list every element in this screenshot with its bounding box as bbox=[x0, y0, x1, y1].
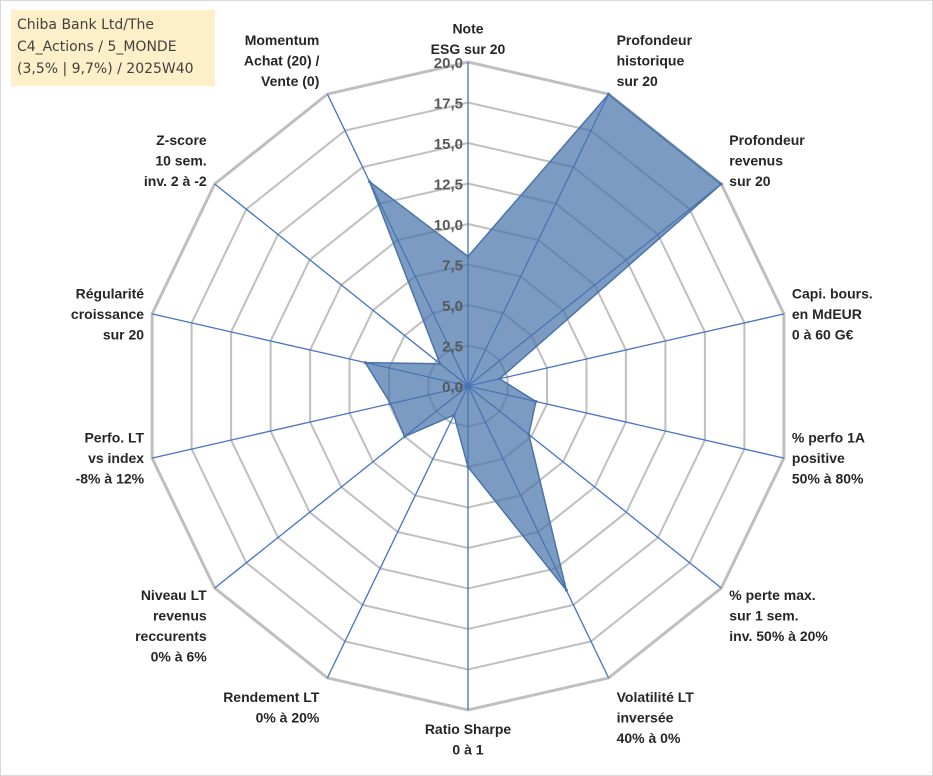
series-point-9 bbox=[403, 435, 407, 438]
axis-label-2-line-2: sur 20 bbox=[729, 173, 770, 189]
series-point-1 bbox=[607, 92, 611, 96]
axis-label-3: Capi. bours. en MdEUR 0 à 60 G€ bbox=[792, 285, 873, 342]
title-box: Chiba Bank Ltd/The C4_Actions / 5_MONDE … bbox=[11, 10, 215, 86]
series-point-7 bbox=[466, 465, 470, 469]
axis-label-5-line-2: inv. 50% à 20% bbox=[729, 628, 828, 644]
axis-label-10-line-1: vs index bbox=[88, 450, 144, 466]
tick-label-1: 2,5 bbox=[442, 339, 463, 356]
axis-label-8-line-0: Rendement LT bbox=[223, 689, 320, 705]
axis-label-1-line-2: sur 20 bbox=[617, 73, 658, 89]
axis-label-7: Ratio Sharpe 0 à 1 bbox=[425, 721, 512, 758]
axis-label-0-line-0: Note bbox=[452, 21, 483, 37]
axis-label-11-line-2: sur 20 bbox=[103, 326, 144, 342]
label-layer: Note ESG sur 20 Profondeur historique sur 20… bbox=[71, 21, 873, 758]
axis-label-11-line-0: Régularité bbox=[76, 285, 145, 301]
axis-label-2-line-1: revenus bbox=[729, 153, 783, 169]
axis-label-1-line-0: Profondeur bbox=[617, 32, 693, 48]
axis-label-6-line-1: inversée bbox=[617, 709, 674, 725]
title-line-3: (3,5% | 9,7%) / 2025W40 bbox=[17, 61, 194, 77]
axis-label-0: Note ESG sur 20 bbox=[431, 21, 506, 58]
axis-label-9-line-0: Niveau LT bbox=[141, 587, 207, 603]
title-line-2: C4_Actions / 5_MONDE bbox=[17, 39, 177, 55]
tick-label-3: 7,5 bbox=[442, 258, 463, 275]
series-point-4 bbox=[534, 400, 538, 403]
axis-label-8-line-1: 0% à 20% bbox=[256, 709, 320, 725]
axis-label-7-line-0: Ratio Sharpe bbox=[425, 721, 512, 737]
axis-label-4-line-2: 50% à 80% bbox=[792, 471, 864, 487]
axis-label-8: Rendement LT 0% à 20% bbox=[223, 689, 320, 726]
spoke-8 bbox=[326, 385, 469, 679]
axis-label-12-line-1: 10 sem. bbox=[155, 153, 206, 169]
axis-label-12: Z-score 10 sem. inv. 2 à -2 bbox=[144, 132, 207, 189]
axis-label-9-line-2: reccurents bbox=[135, 628, 207, 644]
axis-label-2-line-0: Profondeur bbox=[729, 132, 805, 148]
series-point-13 bbox=[368, 180, 372, 184]
axis-label-13-line-0: Momentum bbox=[245, 32, 320, 48]
series-point-8 bbox=[452, 413, 456, 417]
axis-label-12-line-0: Z-score bbox=[156, 132, 207, 148]
tick-label-6: 15,0 bbox=[434, 136, 463, 153]
series-point-5 bbox=[527, 433, 531, 436]
axis-label-12-line-2: inv. 2 à -2 bbox=[144, 173, 207, 189]
series-point-2 bbox=[719, 182, 723, 186]
axis-label-0-line-1: ESG sur 20 bbox=[431, 41, 506, 57]
axis-label-2: Profondeur revenus sur 20 bbox=[729, 132, 805, 189]
spoke-12 bbox=[214, 183, 469, 387]
series-point-11 bbox=[363, 361, 367, 365]
tick-label-7: 17,5 bbox=[434, 96, 463, 113]
axis-label-4-line-1: positive bbox=[792, 450, 845, 466]
series-point-3 bbox=[498, 377, 502, 381]
axis-label-10: Perfo. LT vs index -8% à 12% bbox=[76, 430, 145, 487]
tick-label-8: 20,0 bbox=[434, 55, 463, 72]
axis-label-3-line-2: 0 à 60 G€ bbox=[792, 326, 854, 342]
axis-label-5-line-1: sur 1 sem. bbox=[729, 608, 798, 624]
axis-label-6-line-2: 40% à 0% bbox=[617, 730, 681, 746]
axis-label-9: Niveau LT revenus reccurents 0% à 6% bbox=[135, 587, 207, 665]
axis-label-3-line-1: en MdEUR bbox=[792, 306, 862, 322]
tick-label-4: 10,0 bbox=[434, 217, 463, 234]
axis-label-10-line-2: -8% à 12% bbox=[76, 471, 145, 487]
axis-label-9-line-3: 0% à 6% bbox=[151, 649, 208, 665]
series-point-12 bbox=[438, 362, 442, 366]
tick-layer: 0,0 2,5 5,0 7,5 10,0 12,5 15,0 17,5 20,0 bbox=[434, 55, 463, 396]
series-point-10 bbox=[389, 402, 393, 406]
axis-label-4: % perfo 1A positive 50% à 80% bbox=[792, 430, 865, 487]
axis-label-5: % perte max. sur 1 sem. inv. 50% à 20% bbox=[729, 587, 828, 644]
axis-label-4-line-0: % perfo 1A bbox=[792, 430, 865, 446]
axis-label-5-line-0: % perte max. bbox=[729, 587, 815, 603]
axis-label-11: Régularité croissance sur 20 bbox=[71, 285, 144, 342]
axis-label-11-line-1: croissance bbox=[71, 306, 144, 322]
series-point-6 bbox=[564, 588, 568, 592]
axis-label-9-line-1: revenus bbox=[153, 608, 207, 624]
tick-label-5: 12,5 bbox=[434, 177, 463, 194]
spoke-3 bbox=[467, 313, 785, 387]
axis-label-3-line-0: Capi. bours. bbox=[792, 285, 873, 301]
axis-label-1: Profondeur historique sur 20 bbox=[617, 32, 693, 89]
tick-label-0: 0,0 bbox=[442, 379, 463, 396]
axis-label-13-line-1: Achat (20) / bbox=[244, 53, 320, 69]
axis-label-13: Momentum Achat (20) / Vente (0) bbox=[244, 32, 320, 89]
series-layer bbox=[363, 92, 723, 592]
title-line-1: Chiba Bank Ltd/The bbox=[17, 17, 154, 33]
axis-label-7-line-1: 0 à 1 bbox=[452, 742, 483, 758]
axis-label-6-line-0: Volatilité LT bbox=[617, 689, 695, 705]
axis-label-6: Volatilité LT inversée 40% à 0% bbox=[617, 689, 695, 746]
tick-label-2: 5,0 bbox=[442, 298, 463, 315]
series-point-0 bbox=[466, 254, 470, 258]
axis-label-13-line-2: Vente (0) bbox=[261, 73, 319, 89]
axis-label-1-line-1: historique bbox=[617, 53, 685, 69]
axis-label-10-line-0: Perfo. LT bbox=[84, 430, 144, 446]
